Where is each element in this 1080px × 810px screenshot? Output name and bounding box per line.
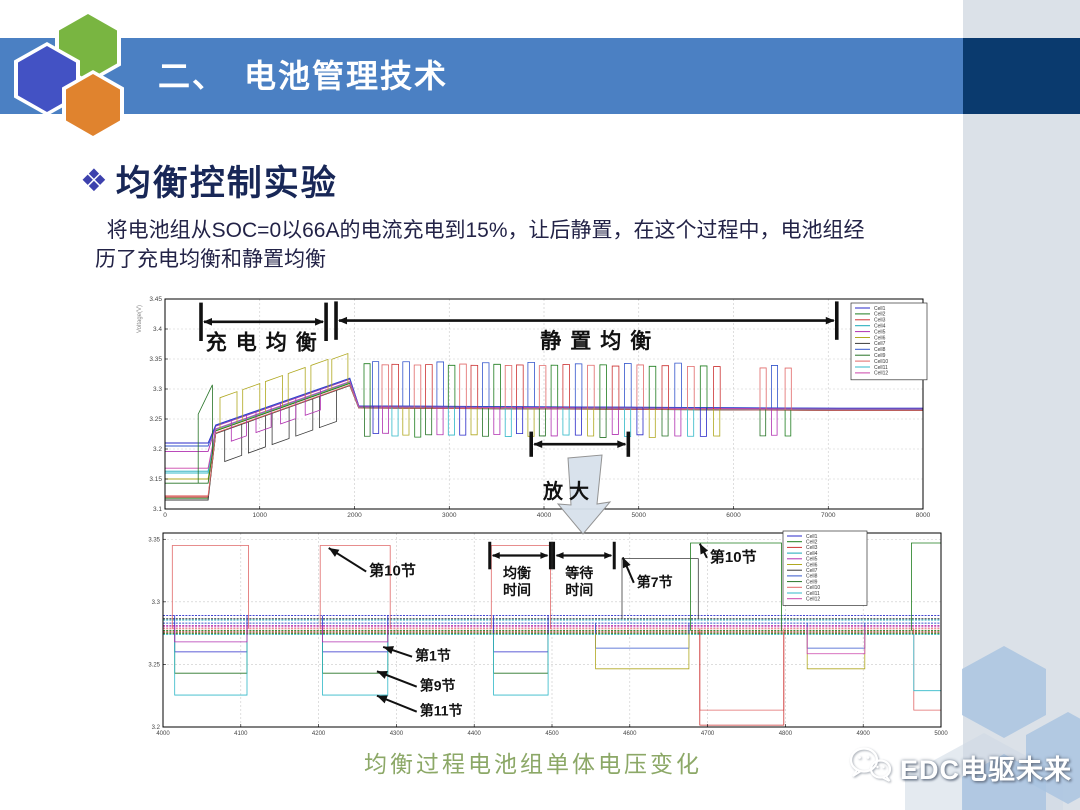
header-bar bbox=[0, 38, 963, 114]
svg-text:Cell12: Cell12 bbox=[806, 597, 820, 603]
svg-text:4900: 4900 bbox=[857, 731, 871, 737]
body-line-2: 历了充电均衡和静置均衡 bbox=[95, 248, 326, 271]
svg-text:3.45: 3.45 bbox=[149, 296, 162, 303]
svg-text:Cell4: Cell4 bbox=[874, 324, 886, 330]
chart-zoom-canvas: 4000 4100 4200 4300 4400 4500 4600 4700 4800 4900… bbox=[145, 527, 948, 741]
svg-text:Cell8: Cell8 bbox=[874, 347, 886, 353]
svg-text:3.4: 3.4 bbox=[153, 326, 162, 333]
svg-text:第7节: 第7节 bbox=[637, 574, 673, 590]
hexagon-logo-icon bbox=[0, 0, 160, 150]
svg-text:Cell7: Cell7 bbox=[806, 568, 818, 574]
svg-text:Cell9: Cell9 bbox=[806, 579, 818, 585]
chart-pack-voltage-overview: 0 1000 2000 3000 4000 5000 6000 7000 8000 3.1 3.15… bbox=[133, 292, 933, 535]
svg-text:3.25: 3.25 bbox=[148, 662, 160, 668]
svg-text:Voltage(V): Voltage(V) bbox=[137, 305, 143, 333]
svg-text:Cell10: Cell10 bbox=[874, 359, 888, 365]
svg-text:第10节: 第10节 bbox=[369, 562, 416, 580]
svg-text:4000: 4000 bbox=[537, 512, 552, 519]
svg-text:第9节: 第9节 bbox=[420, 678, 456, 694]
svg-text:3.35: 3.35 bbox=[149, 356, 162, 363]
svg-text:6000: 6000 bbox=[726, 512, 741, 519]
svg-text:Cell5: Cell5 bbox=[874, 329, 886, 335]
svg-text:Cell2: Cell2 bbox=[874, 312, 886, 318]
svg-text:第10节: 第10节 bbox=[710, 548, 757, 566]
figure-caption: 均衡过程电池组单体电压变化 bbox=[364, 751, 702, 777]
svg-text:Cell7: Cell7 bbox=[874, 341, 886, 347]
svg-text:Cell8: Cell8 bbox=[806, 574, 818, 580]
svg-text:3.35: 3.35 bbox=[148, 537, 160, 543]
svg-text:0: 0 bbox=[163, 512, 167, 519]
svg-text:5000: 5000 bbox=[632, 512, 647, 519]
svg-text:Cell10: Cell10 bbox=[806, 585, 820, 591]
svg-text:3.1: 3.1 bbox=[153, 506, 162, 513]
brand-text: EDC电驱未来 bbox=[900, 754, 1073, 785]
svg-text:4800: 4800 bbox=[779, 731, 793, 737]
chart-pack-voltage-zoom: 4000 4100 4200 4300 4400 4500 4600 4700 4800 4900… bbox=[145, 527, 948, 741]
brand-logo: EDC电驱未来 bbox=[848, 744, 1072, 790]
page-title: 二、 电池管理技术 bbox=[158, 58, 449, 94]
svg-text:3000: 3000 bbox=[442, 512, 457, 519]
svg-text:Cell9: Cell9 bbox=[874, 353, 886, 359]
svg-text:Cell5: Cell5 bbox=[806, 557, 818, 563]
svg-text:Cell4: Cell4 bbox=[806, 551, 818, 557]
svg-text:Cell2: Cell2 bbox=[806, 540, 818, 546]
svg-text:Cell11: Cell11 bbox=[806, 591, 820, 597]
body-line-1: 将电池组从SOC=0以66A的电流充电到15%，让后静置，在这个过程中，电池组经 bbox=[95, 219, 865, 242]
svg-text:3.2: 3.2 bbox=[152, 725, 161, 731]
svg-text:Cell11: Cell11 bbox=[874, 365, 888, 371]
diamond-bullet-icon: ❖ bbox=[80, 162, 108, 198]
chart-overview-canvas: 0 1000 2000 3000 4000 5000 6000 7000 8000 3.1 3.15… bbox=[133, 292, 933, 535]
svg-text:8000: 8000 bbox=[916, 512, 931, 519]
svg-text:3.15: 3.15 bbox=[149, 476, 162, 483]
svg-text:等待: 等待 bbox=[565, 565, 593, 581]
svg-text:4600: 4600 bbox=[623, 731, 637, 737]
svg-text:4000: 4000 bbox=[156, 731, 170, 737]
svg-text:4500: 4500 bbox=[545, 731, 559, 737]
svg-text:4100: 4100 bbox=[234, 731, 248, 737]
section-title: 均衡控制实验 bbox=[115, 164, 338, 203]
svg-text:2000: 2000 bbox=[347, 512, 362, 519]
wechat-icon bbox=[849, 747, 892, 782]
svg-text:Cell1: Cell1 bbox=[874, 306, 886, 312]
svg-text:3.2: 3.2 bbox=[153, 446, 162, 453]
svg-text:Cell6: Cell6 bbox=[874, 335, 886, 341]
svg-text:3.3: 3.3 bbox=[152, 600, 161, 606]
svg-text:第1节: 第1节 bbox=[415, 648, 451, 664]
body-text: 将电池组从SOC=0以66A的电流充电到15%，让后静置，在这个过程中，电池组经… bbox=[95, 216, 995, 274]
svg-text:Cell3: Cell3 bbox=[806, 545, 818, 551]
svg-text:Cell12: Cell12 bbox=[874, 371, 888, 377]
svg-text:时间: 时间 bbox=[503, 582, 531, 598]
svg-text:4300: 4300 bbox=[390, 731, 404, 737]
svg-text:1000: 1000 bbox=[253, 512, 268, 519]
svg-text:放大: 放大 bbox=[542, 479, 595, 503]
svg-text:充电均衡: 充电均衡 bbox=[206, 330, 326, 354]
svg-text:Cell3: Cell3 bbox=[874, 318, 886, 324]
section-heading: ❖ 均衡控制实验 bbox=[80, 155, 338, 206]
svg-text:4200: 4200 bbox=[312, 731, 326, 737]
svg-text:Cell1: Cell1 bbox=[806, 534, 818, 540]
svg-text:3.25: 3.25 bbox=[149, 416, 162, 423]
svg-text:均衡: 均衡 bbox=[503, 565, 531, 581]
svg-text:4700: 4700 bbox=[701, 731, 715, 737]
svg-text:第11节: 第11节 bbox=[420, 703, 463, 719]
svg-text:Cell6: Cell6 bbox=[806, 562, 818, 568]
svg-text:静置均衡: 静置均衡 bbox=[540, 329, 660, 353]
svg-text:时间: 时间 bbox=[565, 582, 593, 598]
header-bar-end bbox=[963, 38, 1080, 114]
svg-text:5000: 5000 bbox=[934, 731, 948, 737]
svg-text:4400: 4400 bbox=[468, 731, 482, 737]
svg-text:3.3: 3.3 bbox=[153, 386, 162, 393]
svg-text:7000: 7000 bbox=[821, 512, 836, 519]
